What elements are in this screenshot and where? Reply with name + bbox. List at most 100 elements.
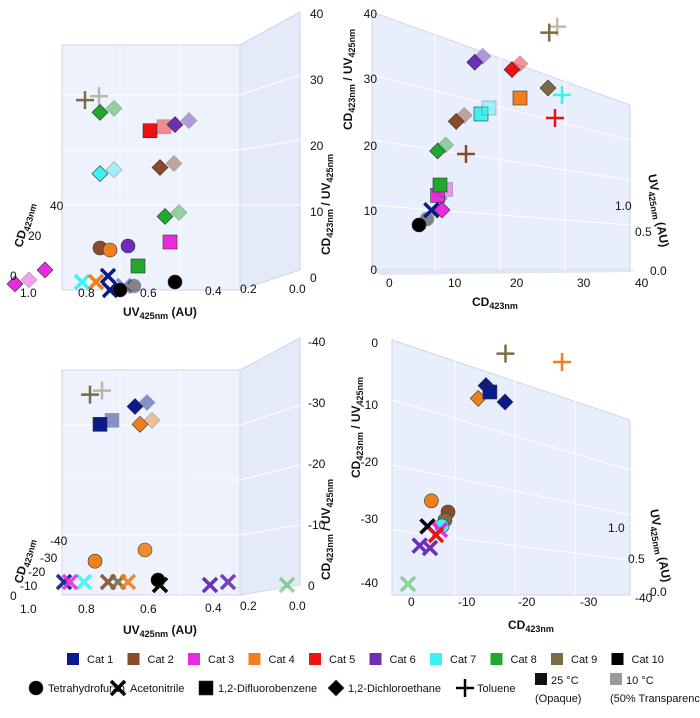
p3-point-10c [143,411,161,429]
legend-solvent-marker [109,679,127,697]
gridlines [62,45,301,290]
p4-extra-point [496,393,514,411]
p2-zlabel: CD423nm / UV425nm [341,29,357,130]
p1-ztick: 10 [310,205,324,219]
p3-point [87,553,103,569]
p3-xtick: 0.0 [289,599,306,613]
legend-solvent-label: 1,2-Difluorobenzene [218,683,317,695]
legend-swatch [611,653,624,665]
p3-ztick: -10 [308,518,326,532]
p2-point [503,61,521,79]
p2-point-10c [474,47,492,65]
p3-ytick: -40 [50,534,68,548]
p1-floor-point [87,273,105,291]
back-pane [371,11,631,271]
p1-ztick: 30 [310,73,324,87]
p2-point-10c [511,55,529,73]
p4-xtick: -20 [518,595,536,609]
p2-point-10c [419,211,435,227]
legend-swatch [188,653,200,665]
p1-xtick: 0.2 [240,282,257,296]
back-pane [61,44,241,291]
legend-temp-swatch [610,673,622,685]
p2-point-10c [548,17,567,36]
p1-floor-point [130,258,146,274]
p4-point [424,493,439,509]
p4-point [399,575,417,593]
p2-xtick: 0 [386,276,393,290]
p3-ytick: -20 [28,565,46,579]
legend: Cat 1 Cat 2 Cat 3 Cat 4 Cat 5 Cat 6 Cat 7 Cat 8… [28,653,700,705]
legend-category-label: Cat 1 [87,654,113,666]
p2-point-10c [481,100,497,116]
panel-top-left [61,11,301,291]
p3-xlabel: UV425nm (AU) [123,623,197,639]
p4-zlabel: CD423nm / UV425nm [349,377,365,478]
p2-ztick: 10 [364,204,378,218]
p2-ztick: 40 [364,7,378,21]
p2-point-10c [455,106,473,124]
p1-floor-point [120,238,136,254]
legend-swatch [551,653,563,665]
legend-category-label: Cat 4 [269,654,295,666]
p1-point [156,208,174,225]
p3-point [201,576,219,594]
p4-ytick: 0.0 [650,585,667,599]
p1-zlabel: CD423nm / UV425nm [319,154,335,255]
legend-category-label: Cat 2 [148,654,174,666]
p4-point [482,384,498,400]
p2-point [411,217,427,233]
legend-category-label: Cat 9 [571,654,597,666]
legend-category-label: Cat 6 [390,654,416,666]
p2-point [540,23,559,42]
side-pane [239,11,301,291]
p4-ztick: -20 [361,455,379,469]
p2-xtick: 30 [577,276,591,290]
legend-solvent-marker [327,679,345,697]
p3-floor-point [219,573,237,591]
p2-xtick: 40 [635,276,649,290]
p2-extra-point [539,79,557,97]
p4-xtick: -40 [635,591,653,605]
p4-ytick: 1.0 [608,521,625,535]
p1-xtick: 1.0 [20,286,37,300]
p1-xtick: 0.6 [140,286,157,300]
p1-point [6,275,24,293]
p2-point [423,201,440,219]
p1-point-10c [170,204,188,221]
legend-swatch [248,653,261,665]
p3-point [131,415,149,433]
p2-ztick: 20 [364,139,378,153]
p1-point-10c [105,161,123,179]
p4-ztick: -40 [361,576,379,590]
legend-solvent-marker [198,680,214,696]
p3-floor-point [150,572,166,588]
p2-xtick: 20 [510,276,524,290]
p2-point-10c [437,136,455,154]
legend-swatch [127,653,140,665]
legend-swatch [490,653,503,665]
legend-solvent-marker [456,679,474,697]
back-pane [391,339,631,596]
p1-xtick: 0.0 [289,282,306,296]
p1-point-10c [126,278,142,294]
p2-ytick: 0.0 [650,264,667,278]
legend-category-label: Cat 5 [329,654,355,666]
p3-xtick: 0.6 [140,602,157,616]
p2-extra-point [432,177,448,193]
legend-category-label: Cat 7 [450,654,476,666]
p1-ztick: 20 [310,139,324,153]
panel-top-right [371,11,635,275]
p3-xtick: 0.8 [78,602,95,616]
p1-floor-point [167,274,183,290]
p4-ylabel: UV425nm (AU) [645,508,674,584]
p1-floor-point [73,273,91,291]
gridlines [62,370,301,595]
p4-ztick: -30 [361,512,379,526]
p4-ytick: 0.5 [628,552,645,566]
legend-temp-swatch [535,673,547,685]
p3-ytick: -10 [20,579,38,593]
p2-extra-point [433,201,451,219]
legend-solvent-label: Acetonitrile [130,683,184,695]
